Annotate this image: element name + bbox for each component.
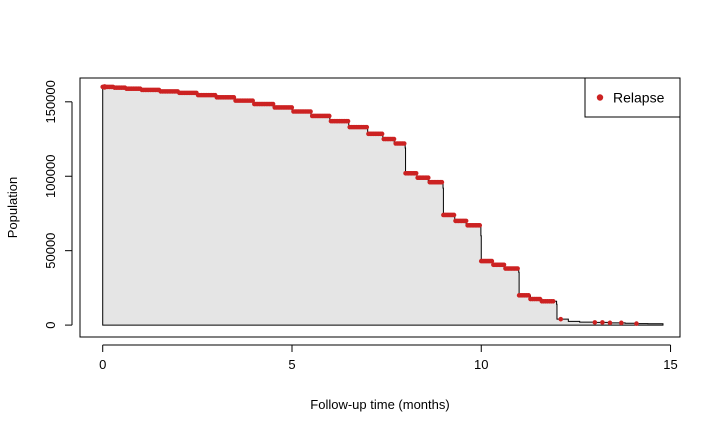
y-axis-title: Population	[5, 177, 20, 238]
event-point	[308, 109, 313, 114]
legend-label-relapse: Relapse	[613, 90, 665, 106]
y-tick-label: 100000	[43, 155, 58, 198]
x-tick-label: 15	[663, 357, 677, 372]
event-point	[550, 298, 556, 304]
event-point	[501, 262, 507, 268]
event-point	[515, 266, 520, 271]
event-point	[425, 175, 431, 181]
event-point	[607, 320, 613, 326]
event-point	[526, 293, 531, 298]
event-point	[619, 320, 624, 326]
event-point	[345, 118, 351, 124]
x-tick-label: 0	[99, 357, 106, 372]
event-point	[364, 124, 370, 130]
event-point	[101, 84, 108, 90]
legend: Relapse	[584, 77, 681, 118]
x-axis-title: Follow-up time (months)	[310, 397, 449, 412]
event-point	[289, 105, 295, 110]
legend-marker-relapse	[596, 94, 604, 101]
event-point	[413, 170, 419, 176]
event-point	[477, 223, 483, 228]
x-axis: 0 5 10 15	[99, 344, 678, 372]
event-point	[270, 101, 276, 107]
x-tick-label: 10	[474, 357, 488, 372]
event-point	[558, 316, 564, 322]
event-point	[326, 113, 332, 119]
event-point	[489, 258, 495, 264]
y-tick-label: 0	[43, 321, 58, 328]
y-tick-label: 50000	[43, 233, 58, 269]
event-point	[634, 321, 639, 326]
y-axis: 0 50000 100000 150000	[43, 80, 73, 329]
event-point	[401, 141, 407, 146]
plot-frame	[79, 77, 681, 338]
event-point	[379, 131, 385, 137]
event-point	[463, 218, 469, 224]
event-point	[391, 136, 397, 142]
event-point	[600, 320, 605, 325]
event-point	[451, 212, 457, 218]
event-point	[592, 320, 598, 325]
event-point	[439, 179, 445, 185]
y-tick-label: 150000	[43, 80, 58, 123]
points-layer	[100, 84, 639, 326]
event-point	[250, 98, 255, 103]
x-tick-label: 5	[288, 357, 295, 372]
